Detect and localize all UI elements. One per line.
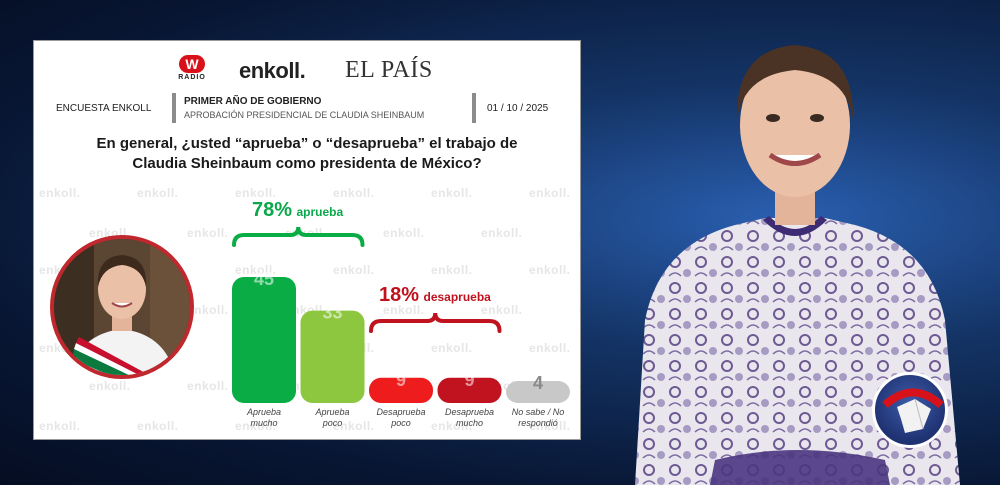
watermark-text: enkoll. (529, 186, 571, 200)
watermark-text: enkoll. (187, 303, 229, 317)
bar-value-2: 9 (396, 370, 406, 390)
channel-logo-badge (872, 372, 948, 448)
disapprove-total-word: desaprueba (423, 290, 491, 304)
divider-right (472, 93, 476, 123)
category-label-0-1: mucho (250, 418, 277, 428)
survey-header: ENCUESTA ENKOLL PRIMER AÑO DE GOBIERNO A… (34, 91, 580, 123)
watermark-text: enkoll. (529, 263, 571, 277)
category-label-3-0: Desaprueba (445, 407, 494, 417)
watermark-text: enkoll. (383, 226, 425, 240)
category-label-4-1: respondió (518, 418, 558, 428)
w-radio-mark: W (179, 55, 205, 73)
logo-row: W RADIO enkoll. EL PAÍS (34, 55, 580, 85)
bar-value-3: 9 (464, 370, 474, 390)
category-label-1-0: Aprueba (314, 407, 349, 417)
bar-4 (506, 381, 570, 403)
bar-value-1: 33 (322, 303, 342, 323)
watermark-text: enkoll. (137, 419, 179, 433)
category-label-2-0: Desaprueba (376, 407, 425, 417)
disapprove-total-label: 18% desaprueba (379, 284, 491, 307)
watermark-text: enkoll. (89, 379, 131, 393)
watermark-text: enkoll. (431, 263, 473, 277)
question-line-2: Claudia Sheinbaum como presidenta de Méx… (132, 155, 482, 172)
watermark-text: enkoll. (383, 303, 425, 317)
bar-2 (369, 377, 433, 403)
category-label-2-1: poco (390, 418, 411, 428)
watermark-text: enkoll. (529, 341, 571, 355)
bar-value-4: 4 (533, 373, 543, 393)
divider-left (172, 93, 176, 123)
bar-3 (437, 377, 502, 403)
watermark-text: enkoll. (39, 419, 81, 433)
watermark-text: enkoll. (187, 379, 229, 393)
survey-card: enkoll. enkoll. enkoll. enkoll. enkoll. enkol… (33, 40, 581, 440)
category-label-4-0: No sabe / No (512, 407, 565, 417)
watermark-text: enkoll. (431, 186, 473, 200)
approval-chart: 45Apruebamucho33Apruebapoco9Desapruebapo… (232, 226, 570, 428)
disapprove-total-pct: 18% (379, 284, 420, 306)
watermark-text: enkoll. (235, 263, 277, 277)
watermark-text: enkoll. (431, 341, 473, 355)
survey-label: ENCUESTA ENKOLL (56, 103, 152, 114)
watermark-text: enkoll. (579, 226, 580, 240)
watermark-text: enkoll. (235, 419, 277, 433)
watermark-text: enkoll. (333, 419, 375, 433)
bar-value-0: 45 (254, 269, 274, 289)
el-pais-logo: EL PAÍS (345, 57, 433, 83)
approve-total-word: aprueba (296, 205, 344, 219)
watermark-text: enkoll. (187, 226, 229, 240)
survey-question: En general, ¿usted “aprueba” o “desaprue… (34, 134, 580, 174)
watermark-text: enkoll. (579, 303, 580, 317)
approve-total-label: 78% aprueba (252, 199, 343, 222)
category-label-0-0: Aprueba (246, 407, 281, 417)
question-line-1: En general, ¿usted “aprueba” o “desaprue… (96, 135, 518, 152)
watermark-text: enkoll. (235, 186, 277, 200)
watermark-text: enkoll. (481, 226, 523, 240)
watermark-text: enkoll. (431, 419, 473, 433)
bar-0 (232, 277, 296, 403)
president-avatar (50, 235, 194, 379)
w-radio-text: RADIO (178, 74, 206, 81)
watermark-text: enkoll. (579, 379, 580, 393)
watermark-text: enkoll. (333, 263, 375, 277)
watermark-text: enkoll. (529, 419, 571, 433)
category-label-3-1: mucho (456, 418, 483, 428)
category-label-1-1: poco (322, 418, 343, 428)
approve-total-pct: 78% (252, 199, 293, 221)
bar-1 (300, 310, 365, 403)
enkoll-logo: enkoll. (239, 58, 306, 83)
watermark-text: enkoll. (137, 186, 179, 200)
group-brace-0 (232, 226, 365, 247)
group-brace-1 (369, 312, 502, 333)
watermark-text: enkoll. (39, 186, 81, 200)
watermark-text: enkoll. (333, 186, 375, 200)
header-subtitle: APROBACIÓN PRESIDENCIAL DE CLAUDIA SHEIN… (184, 110, 425, 120)
header-title: PRIMER AÑO DE GOBIERNO (184, 96, 322, 107)
survey-date: 01 / 10 / 2025 (487, 103, 549, 114)
watermark-text: enkoll. (481, 303, 523, 317)
w-radio-logo: W RADIO (174, 55, 210, 85)
